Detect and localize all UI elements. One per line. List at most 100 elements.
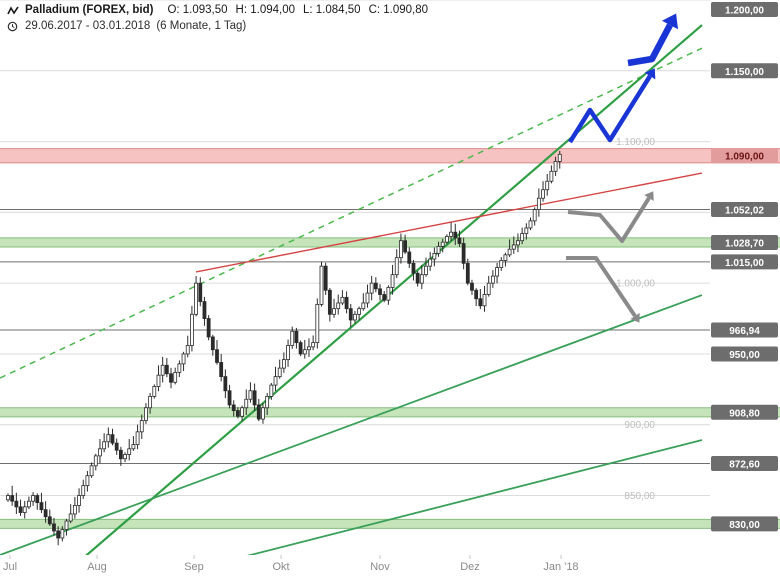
candle-up xyxy=(135,431,140,445)
badge-label: 1.028,70 xyxy=(725,239,764,250)
candle-up xyxy=(77,495,81,506)
price-badge-90880[interactable]: 908,80 xyxy=(711,404,778,420)
candle-up xyxy=(486,282,491,295)
trendline-upper-channel-dashed[interactable] xyxy=(0,47,703,379)
candle-up xyxy=(81,485,86,496)
badge-label: 1.052,02 xyxy=(725,206,764,217)
period-row: 29.06.2017 - 03.01.2018 (6 Monate, 1 Tag… xyxy=(6,19,428,34)
candle-up xyxy=(273,376,278,386)
price-badge-101500[interactable]: 1.015,00 xyxy=(711,254,778,270)
bull-target-arrow-head xyxy=(661,13,679,30)
price-badge-95000[interactable]: 950,00 xyxy=(711,346,778,362)
candle-up xyxy=(528,220,533,229)
candle-up xyxy=(440,241,445,247)
price-badge-83000[interactable]: 830,00 xyxy=(711,516,778,532)
candle-down xyxy=(382,294,387,301)
alt-drop-arrow[interactable] xyxy=(566,256,637,318)
candle-up xyxy=(181,353,186,365)
candle-up xyxy=(127,448,132,455)
badge-background xyxy=(711,202,778,218)
candle-up xyxy=(148,396,153,409)
support-zone[interactable] xyxy=(0,237,780,248)
ohlc-values: O: 1.093,50 H: 1.094,00 L: 1.084,50 C: 1.09… xyxy=(159,3,428,18)
candle-up xyxy=(93,455,98,467)
candle-up xyxy=(444,236,449,243)
candle-up xyxy=(22,506,27,513)
candle-down xyxy=(231,404,236,411)
candle-up xyxy=(244,398,249,409)
candle-up xyxy=(173,371,178,383)
candle-up xyxy=(357,308,362,315)
candle-down xyxy=(407,251,412,264)
price-badge-109000[interactable]: 1.090,00 xyxy=(711,148,778,164)
y-axis-tick-label: 850,00 xyxy=(624,491,655,502)
candle-down xyxy=(114,442,119,451)
candle-down xyxy=(465,262,470,284)
candle-down xyxy=(235,410,240,417)
candle-down xyxy=(56,530,61,539)
price-badge-120000[interactable]: 1.200,00 xyxy=(711,2,778,17)
candle-down xyxy=(14,500,19,508)
candle-down xyxy=(210,336,215,351)
x-axis-month-label: Okt xyxy=(272,561,289,573)
candle-down xyxy=(47,516,52,525)
bull-zigzag-arrow[interactable] xyxy=(568,74,652,144)
x-axis-month-label: Nov xyxy=(370,561,390,573)
price-badge-102870[interactable]: 1.028,70 xyxy=(711,235,778,251)
price-badge-105202[interactable]: 1.052,02 xyxy=(711,202,778,218)
trendline-shallow-uptrend[interactable] xyxy=(160,439,703,578)
badge-background xyxy=(711,322,778,338)
candle-down xyxy=(227,390,232,406)
candle-up xyxy=(549,170,554,182)
bull-target-arrow[interactable] xyxy=(627,23,673,67)
badge-label: 950,00 xyxy=(729,350,760,361)
candle-down xyxy=(219,362,224,378)
candle-up xyxy=(424,265,428,276)
candle-down xyxy=(294,330,299,344)
date-range: 29.06.2017 - 03.01.2018 xyxy=(25,20,151,32)
candle-up xyxy=(281,359,286,369)
resistance-zone[interactable] xyxy=(0,148,780,163)
x-axis: Jul Aug Sep Okt Nov Dez Jan '18 xyxy=(3,555,579,573)
trendline-mid-uptrend[interactable] xyxy=(0,294,703,555)
candle-up xyxy=(85,475,90,487)
instrument-name: Palladium (FOREX, bid) xyxy=(25,4,154,16)
candle-down xyxy=(198,282,203,302)
candle-up xyxy=(98,448,102,457)
x-axis-month-label: Dez xyxy=(460,561,480,573)
ohlc-open: O: 1.093,50 xyxy=(167,4,228,16)
candle-down xyxy=(35,495,40,504)
candle-up xyxy=(60,529,65,539)
badge-background xyxy=(711,346,778,362)
instrument-row: Palladium (FOREX, bid) O: 1.093,50 H: 1.0… xyxy=(6,3,428,18)
candle-up xyxy=(536,197,541,210)
candle-up xyxy=(286,345,290,361)
support-resistance-zones xyxy=(0,148,780,529)
candle-down xyxy=(415,272,420,284)
candle-down xyxy=(403,240,408,253)
candle-up xyxy=(265,396,270,409)
candle-up xyxy=(302,349,307,355)
badge-label: 966,94 xyxy=(729,326,760,337)
candle-up xyxy=(365,292,370,304)
candle-up xyxy=(89,465,94,477)
candle-down xyxy=(344,296,349,310)
price-badge-87260[interactable]: 872,60 xyxy=(711,456,778,472)
candle-up xyxy=(248,390,253,400)
support-zone[interactable] xyxy=(0,407,780,417)
x-axis-month-label: Sep xyxy=(184,561,204,573)
price-badge-96694[interactable]: 966,94 xyxy=(711,322,778,338)
candle-up xyxy=(553,161,558,172)
candle-down xyxy=(202,301,207,319)
trendline-september-resistance[interactable] xyxy=(195,172,703,273)
bull-zigzag-arrow-head xyxy=(644,68,656,80)
alt-bounce-arrow[interactable] xyxy=(567,196,651,243)
badge-label: 908,80 xyxy=(729,408,760,419)
candle-up xyxy=(386,287,391,301)
badge-label: 1.150,00 xyxy=(725,67,764,78)
price-badge-115000[interactable]: 1.150,00 xyxy=(711,63,778,79)
support-zone[interactable] xyxy=(0,519,780,529)
candle-up xyxy=(240,407,244,417)
